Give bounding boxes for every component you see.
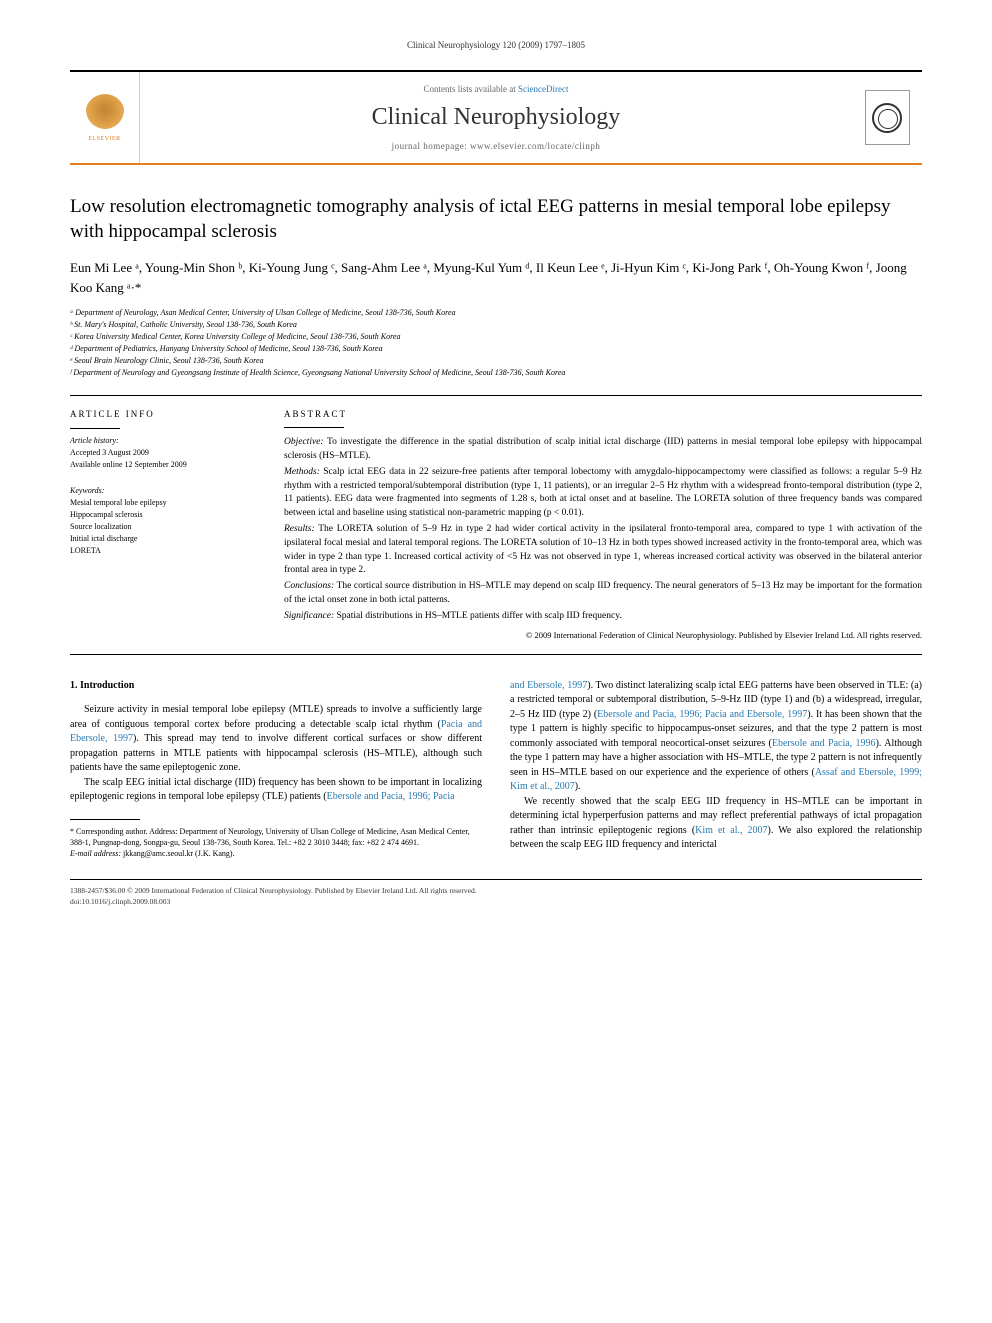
- body-text: Seizure activity in mesial temporal lobe…: [70, 704, 482, 730]
- body-col-left: 1. Introduction Seizure activity in mesi…: [70, 679, 482, 860]
- homepage-prefix: journal homepage:: [392, 141, 468, 151]
- email-attribution: (J.K. Kang).: [195, 849, 235, 858]
- citation-link[interactable]: and Ebersole, 1997: [510, 680, 587, 691]
- abstract: abstract Objective: To investigate the d…: [284, 408, 922, 641]
- sciencedirect-link[interactable]: ScienceDirect: [518, 84, 568, 94]
- abstract-heading: abstract: [284, 408, 922, 421]
- authors-line: Eun Mi Lee ᵃ, Young-Min Shon ᵇ, Ki-Young…: [70, 258, 922, 297]
- journal-cover-icon: [865, 90, 910, 145]
- article-title: Low resolution electromagnetic tomograph…: [70, 195, 922, 244]
- history-label: Article history:: [70, 435, 260, 447]
- affiliation: ᵃ Department of Neurology, Asan Medical …: [70, 307, 922, 319]
- keyword: Initial ictal discharge: [70, 533, 260, 545]
- info-abstract-row: article info Article history: Accepted 3…: [70, 395, 922, 654]
- keyword: Mesial temporal lobe epilepsy: [70, 497, 260, 509]
- citation-link[interactable]: Ebersole and Pacia, 1996; Pacia and Eber…: [597, 709, 807, 720]
- footnotes: * Corresponding author. Address: Departm…: [70, 826, 482, 860]
- article-info-heading: article info: [70, 408, 260, 422]
- journal-homepage-line: journal homepage: www.elsevier.com/locat…: [152, 141, 840, 151]
- keyword: LORETA: [70, 545, 260, 557]
- methods-label: Methods:: [284, 467, 320, 477]
- affiliation: ᵉ Seoul Brain Neurology Clinic, Seoul 13…: [70, 355, 922, 367]
- accepted-date: Accepted 3 August 2009: [70, 447, 260, 459]
- affiliation: ᵇ St. Mary's Hospital, Catholic Universi…: [70, 319, 922, 331]
- results-text: The LORETA solution of 5–9 Hz in type 2 …: [284, 524, 922, 575]
- significance-text: Spatial distributions in HS–MTLE patient…: [337, 611, 622, 621]
- publisher-name: ELSEVIER: [88, 136, 120, 142]
- conclusions-label: Conclusions:: [284, 581, 334, 591]
- journal-cover-box: [852, 72, 922, 163]
- running-head: Clinical Neurophysiology 120 (2009) 1797…: [70, 40, 922, 50]
- significance-label: Significance:: [284, 611, 334, 621]
- article-info: article info Article history: Accepted 3…: [70, 408, 260, 641]
- contents-available-line: Contents lists available at ScienceDirec…: [152, 84, 840, 94]
- results-label: Results:: [284, 524, 315, 534]
- section-heading: 1. Introduction: [70, 679, 482, 694]
- email-label: E-mail address:: [70, 849, 121, 858]
- corresponding-label: * Corresponding author.: [70, 827, 148, 836]
- citation-link[interactable]: Ebersole and Pacia, 1996: [772, 738, 876, 749]
- affiliation: ᶠ Department of Neurology and Gyeongsang…: [70, 367, 922, 379]
- keyword: Hippocampal sclerosis: [70, 509, 260, 521]
- citation-link[interactable]: Ebersole and Pacia, 1996; Pacia: [327, 791, 455, 802]
- objective-label: Objective:: [284, 437, 324, 447]
- citation-link[interactable]: Kim et al., 2007: [695, 825, 767, 836]
- affiliation: ᶜ Korea University Medical Center, Korea…: [70, 331, 922, 343]
- email-address[interactable]: jkkang@amc.seoul.kr: [123, 849, 193, 858]
- page-footer: 1388-2457/$36.00 © 2009 International Fe…: [70, 879, 922, 907]
- footer-copyright: 1388-2457/$36.00 © 2009 International Fe…: [70, 886, 922, 897]
- body-columns: 1. Introduction Seizure activity in mesi…: [70, 679, 922, 860]
- abstract-rule: [284, 427, 344, 428]
- journal-title: Clinical Neurophysiology: [152, 104, 840, 131]
- keywords-label: Keywords:: [70, 485, 260, 497]
- body-text: ).: [575, 781, 581, 792]
- methods-text: Scalp ictal EEG data in 22 seizure-free …: [284, 467, 922, 518]
- online-date: Available online 12 September 2009: [70, 459, 260, 471]
- contents-prefix: Contents lists available at: [424, 84, 516, 94]
- info-rule: [70, 428, 120, 429]
- journal-header-center: Contents lists available at ScienceDirec…: [140, 72, 852, 163]
- elsevier-logo: ELSEVIER: [80, 88, 130, 148]
- homepage-url[interactable]: www.elsevier.com/locate/clinph: [470, 141, 600, 151]
- elsevier-tree-icon: [85, 94, 125, 134]
- abstract-copyright: © 2009 International Federation of Clini…: [284, 629, 922, 641]
- keyword: Source localization: [70, 521, 260, 533]
- affiliations: ᵃ Department of Neurology, Asan Medical …: [70, 307, 922, 379]
- conclusions-text: The cortical source distribution in HS–M…: [284, 581, 922, 605]
- affiliation: ᵈ Department of Pediatrics, Hanyang Univ…: [70, 343, 922, 355]
- objective-text: To investigate the difference in the spa…: [284, 437, 922, 461]
- footer-doi: doi:10.1016/j.clinph.2009.08.003: [70, 897, 922, 908]
- publisher-logo-box: ELSEVIER: [70, 72, 140, 163]
- footnote-separator: [70, 819, 140, 820]
- journal-header: ELSEVIER Contents lists available at Sci…: [70, 70, 922, 165]
- body-col-right: and Ebersole, 1997). Two distinct latera…: [510, 679, 922, 860]
